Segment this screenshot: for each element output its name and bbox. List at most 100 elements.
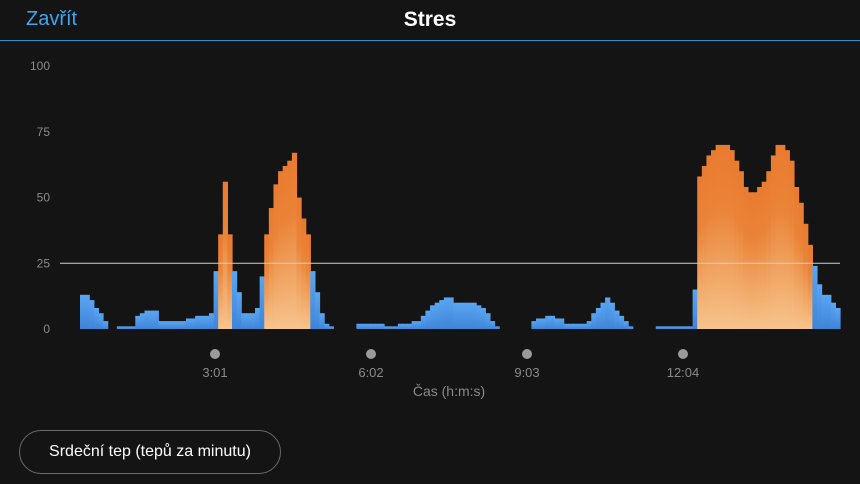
stress-bar [259,276,265,329]
stress-chart: 0 25 50 75 100 3:01 6:02 9:03 12:04 Čas (h:m:s) [30,59,841,399]
stress-bar [319,313,325,329]
stress-bar [190,318,196,329]
stress-bar [835,307,841,329]
stress-bar [605,297,611,329]
stress-bar [540,318,546,329]
stress-bar [724,144,731,329]
stress-bar [798,202,804,329]
stress-bar [328,326,334,329]
stress-bar [365,323,371,329]
stress-bar [821,294,827,329]
stress-bar [153,310,159,329]
stress-bar [314,292,321,329]
stress-bar [144,310,150,329]
stress-bar [176,321,182,329]
x-tick-dot [522,349,532,359]
stress-bar [420,315,427,329]
stress-bar [149,310,155,329]
stress-bar [563,323,569,329]
stress-bar [305,234,311,329]
stress-bar [84,294,90,329]
stress-bar [545,315,551,329]
stress-bar [752,192,758,329]
stress-bar [609,302,615,329]
stress-bar [98,313,104,329]
stress-bar [559,318,565,329]
stress-bar [411,321,417,329]
stress-bar [554,318,560,329]
stress-bar [273,184,279,329]
y-tick-label: 50 [37,191,51,205]
stress-bar [245,313,252,329]
stress-bar [416,321,422,329]
stress-bar [278,171,284,329]
stress-bar [664,326,671,329]
stress-bar [715,144,721,329]
heart-rate-button[interactable]: Srdeční tep (tepů za minutu) [19,430,281,474]
stress-bar [591,313,597,329]
stress-bar [770,155,777,329]
stress-bar [816,284,823,329]
stress-bar [738,171,744,329]
stress-bar [241,313,247,329]
stress-bar [720,144,726,329]
stress-bar [476,305,482,329]
stress-bar [462,302,468,329]
stress-bar [577,323,583,329]
stress-bar [674,326,680,329]
stress-bar [701,165,708,329]
stress-bar [93,307,100,329]
stress-bar [531,321,537,329]
stress-bar [826,294,832,329]
stress-bar [536,318,542,329]
stress-bar [264,234,270,329]
stress-bar [222,181,228,329]
x-tick-label: 3:01 [202,365,227,380]
stress-bar [747,192,754,329]
close-button[interactable]: Zavřít [26,8,78,30]
stress-bar [135,315,141,329]
x-tick-label: 12:04 [667,365,700,380]
stress-bar [761,181,767,329]
stress-bar [199,315,205,329]
stress-bar [448,297,454,329]
stress-bar [360,323,367,329]
stress-bar [830,302,836,329]
stress-bar [568,323,574,329]
stress-bar [595,307,602,329]
stress-bar [126,326,132,329]
stress-bar [402,323,408,329]
x-tick-dot [678,349,688,359]
stress-bar [489,321,496,329]
stress-bar [439,300,445,329]
stress-bar [158,321,164,329]
x-axis-label: Čas (h:m:s) [413,383,485,399]
stress-bar [324,323,330,329]
stress-bar [678,326,684,329]
stress-bar [195,315,201,329]
stress-bar [549,315,556,329]
stress-bar [232,271,238,329]
stress-bar [181,321,187,329]
stress-bar [250,313,256,329]
stress-bar [301,218,307,329]
header-bar: Zavřít Stres [0,0,860,41]
y-tick-label: 75 [37,125,51,139]
x-tick-label: 6:02 [358,365,383,380]
stress-bar [692,289,698,329]
y-tick-label: 100 [30,59,50,73]
stress-bar [494,326,500,329]
stress-bar [443,297,450,329]
stress-bar [185,318,192,329]
stress-bar [628,326,634,329]
stress-bar [310,271,316,329]
stress-bar [162,321,169,329]
x-tick-dot [366,349,376,359]
stress-bar [729,150,735,329]
stress-bar [268,208,275,329]
stress-bar [80,294,86,329]
stress-bar [734,160,740,329]
stress-bar [204,315,210,329]
stress-bar [397,323,404,329]
stress-bar [586,321,592,329]
